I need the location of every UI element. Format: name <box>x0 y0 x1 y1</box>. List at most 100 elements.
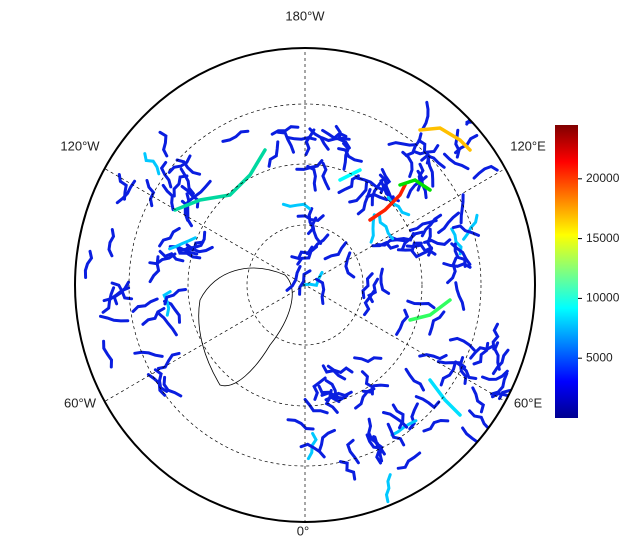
river <box>446 256 458 285</box>
river <box>162 375 183 398</box>
river <box>296 214 325 222</box>
river <box>450 242 472 266</box>
river <box>146 373 167 397</box>
river <box>303 398 329 415</box>
river <box>110 281 134 301</box>
river <box>143 152 161 176</box>
greenland-outline <box>198 267 293 387</box>
river <box>462 213 479 241</box>
river <box>404 132 423 157</box>
major-river <box>173 148 267 212</box>
river <box>168 236 197 251</box>
lon-label: 180°W <box>285 8 325 23</box>
river <box>454 360 478 380</box>
river <box>387 141 418 147</box>
river <box>157 311 178 337</box>
river <box>370 178 385 207</box>
river <box>382 411 409 429</box>
graticule <box>89 48 521 522</box>
river <box>145 179 156 208</box>
lon-label: 120°W <box>60 138 100 153</box>
river <box>405 243 433 253</box>
river <box>353 356 383 364</box>
river <box>102 339 114 369</box>
river <box>420 153 446 169</box>
river <box>437 211 460 234</box>
river <box>454 281 466 311</box>
river <box>299 442 326 459</box>
river <box>360 370 375 396</box>
river <box>306 164 317 192</box>
lon-label: 60°E <box>514 395 543 410</box>
river <box>326 364 354 375</box>
river <box>404 367 425 392</box>
river <box>356 188 372 216</box>
river <box>400 230 424 252</box>
river <box>362 383 390 394</box>
river <box>386 422 406 447</box>
river <box>422 418 450 433</box>
river <box>158 130 169 158</box>
river <box>491 348 510 375</box>
colorbar-tick-label: 20000 <box>586 171 620 185</box>
lon-label: 120°E <box>510 138 546 153</box>
colorbar: 5000 10000 15000 20000 <box>555 125 620 418</box>
river <box>395 308 410 336</box>
river <box>379 267 391 295</box>
river <box>320 136 351 143</box>
river <box>420 213 443 238</box>
river <box>386 195 411 217</box>
river <box>286 136 317 141</box>
river <box>158 249 185 263</box>
river <box>406 299 436 310</box>
river <box>172 174 189 198</box>
river <box>161 183 175 212</box>
river <box>276 130 295 154</box>
major-river <box>398 178 432 192</box>
river <box>481 369 509 381</box>
river <box>421 100 430 131</box>
major-river <box>408 298 452 322</box>
river <box>99 314 130 323</box>
river <box>117 173 128 201</box>
river <box>448 336 476 352</box>
river <box>112 280 130 306</box>
river <box>185 243 214 254</box>
river <box>285 265 302 292</box>
river <box>408 402 419 431</box>
colorbar-tick-label: 15000 <box>586 231 620 245</box>
river <box>396 241 423 252</box>
river <box>344 251 356 279</box>
lon-label: 0° <box>297 523 309 538</box>
river <box>378 214 395 241</box>
river <box>159 161 173 189</box>
river <box>348 181 368 204</box>
river <box>304 128 316 156</box>
river <box>342 142 351 171</box>
colorbar-tick-label: 10000 <box>586 291 620 305</box>
river <box>468 409 491 431</box>
major-river <box>338 168 362 182</box>
river <box>270 125 300 136</box>
river <box>298 269 312 296</box>
river <box>334 125 351 150</box>
river <box>188 179 212 202</box>
river <box>346 438 360 465</box>
river <box>418 353 448 361</box>
river <box>141 307 166 326</box>
river <box>323 241 348 261</box>
river <box>426 157 435 188</box>
river <box>373 435 382 465</box>
river <box>410 248 437 259</box>
river <box>416 162 425 192</box>
river <box>163 288 188 306</box>
river <box>267 140 280 168</box>
colorbar-tick-label: 5000 <box>586 350 613 364</box>
river <box>390 419 418 437</box>
river <box>317 428 336 453</box>
river <box>454 128 461 159</box>
river <box>101 286 116 314</box>
river <box>459 193 465 225</box>
river <box>443 152 470 171</box>
